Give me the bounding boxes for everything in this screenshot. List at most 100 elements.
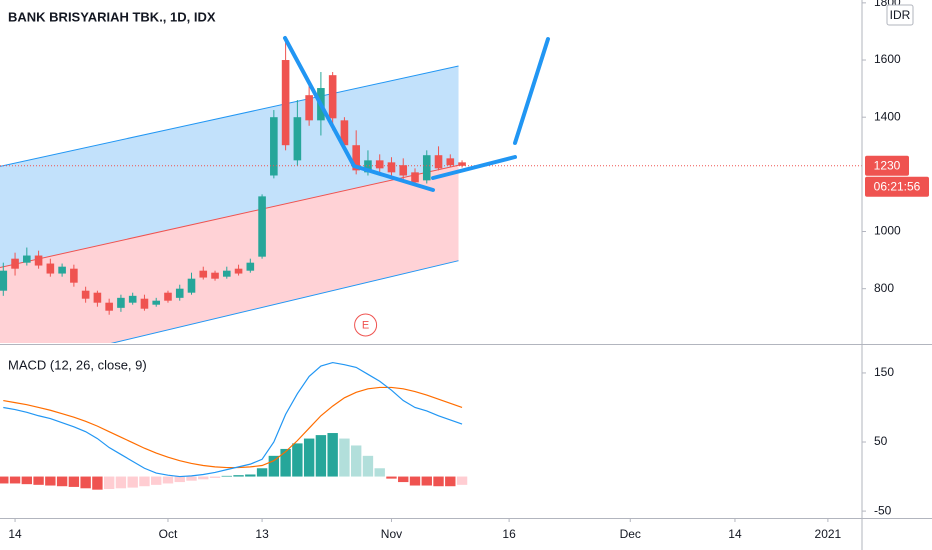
histogram-bar <box>80 476 91 489</box>
macd-line <box>3 361 463 478</box>
currency-box[interactable] <box>886 4 914 26</box>
y-tick-label: 1600 <box>874 52 901 66</box>
candle-body <box>293 117 302 161</box>
x-tick-label: 16 <box>502 527 516 541</box>
candle-body <box>387 162 396 173</box>
histogram-bar <box>339 438 350 477</box>
candle-body <box>187 278 196 293</box>
histogram-bar <box>445 476 456 487</box>
histogram-bar <box>92 476 103 490</box>
candle-body <box>11 258 19 269</box>
event-label[interactable]: E <box>362 319 369 331</box>
candle-body <box>340 120 349 146</box>
countdown-label: 06:21:56 <box>874 179 921 193</box>
candle-body <box>140 298 149 309</box>
histogram-bar <box>151 476 162 485</box>
candle-body <box>364 160 372 173</box>
histogram-bar <box>350 445 362 477</box>
histogram-bar <box>233 475 244 477</box>
candle-body <box>23 255 31 263</box>
candle-body <box>0 270 8 291</box>
drawing-line <box>513 37 550 145</box>
candle-body <box>411 172 419 183</box>
x-tick-label: Nov <box>381 527 402 541</box>
histogram-bar <box>103 476 115 489</box>
x-tick-label: Oct <box>159 527 178 541</box>
histogram-bar <box>127 476 138 488</box>
drawing-line <box>431 155 517 180</box>
histogram-bar <box>33 476 44 485</box>
candle-body <box>34 255 43 266</box>
candle-body <box>164 292 172 301</box>
last-price-label: 1230 <box>874 158 901 172</box>
candle-body <box>446 158 455 166</box>
candle-body <box>281 60 290 146</box>
channel-lower-fill <box>0 165 459 343</box>
histogram-bar <box>386 476 397 479</box>
histogram-bar <box>139 476 150 487</box>
candle-body <box>199 270 208 278</box>
candle-body <box>434 155 443 169</box>
candle-body <box>375 160 384 169</box>
channel-lower-line <box>110 260 459 343</box>
candle-body <box>258 196 266 257</box>
histogram-bar <box>162 476 174 484</box>
histogram-bar <box>315 435 327 477</box>
candle-body <box>458 162 466 166</box>
candle-body <box>46 263 55 274</box>
histogram-bar <box>268 455 280 477</box>
histogram-bar <box>21 476 33 485</box>
candle-body <box>352 145 360 171</box>
candle-body <box>81 290 90 299</box>
candle-body <box>422 155 431 181</box>
histogram-bar <box>433 476 444 487</box>
x-tick-label: 14 <box>8 527 22 541</box>
histogram-bar <box>56 476 68 487</box>
y-tick-label: -50 <box>874 503 892 517</box>
candle-body <box>246 262 255 271</box>
candle-body <box>93 292 102 303</box>
histogram-bar <box>362 455 374 477</box>
price-pane: E <box>0 36 862 343</box>
drawing-line <box>283 36 356 168</box>
y-tick-label: 50 <box>874 434 888 448</box>
histogram-bar <box>198 476 209 480</box>
macd-pane <box>0 361 468 490</box>
channel-upper-line <box>0 65 459 167</box>
chart-title: BANK BRISYARIAH TBK., 1D, IDX <box>8 9 216 24</box>
histogram-bar <box>209 476 221 478</box>
candle-body <box>128 295 137 303</box>
y-tick-label: 800 <box>874 281 894 295</box>
candle-body <box>328 75 337 119</box>
candle-body <box>270 117 278 176</box>
candle-body <box>305 95 313 121</box>
currency-label[interactable]: IDR <box>890 8 911 22</box>
histogram-bar <box>292 443 303 477</box>
histogram-bar <box>186 476 197 481</box>
channel-upper-fill <box>0 66 459 268</box>
histogram-bar <box>68 476 80 487</box>
candle-body <box>58 266 66 274</box>
candle-body <box>117 297 125 308</box>
histogram-bar <box>0 476 9 484</box>
histogram-bar <box>115 476 127 489</box>
histogram-bar <box>221 475 232 477</box>
histogram-bar <box>398 476 409 483</box>
countdown-badge <box>865 176 929 197</box>
user-drawing <box>283 36 550 192</box>
histogram-bar <box>421 476 432 486</box>
y-tick-label: 1800 <box>874 0 901 9</box>
event-marker[interactable] <box>354 313 378 337</box>
histogram-bar <box>9 476 21 484</box>
histogram-bar <box>327 433 338 477</box>
x-tick-label: Dec <box>620 527 641 541</box>
drawing-line <box>352 164 435 192</box>
candle-body <box>234 268 243 274</box>
x-tick-label: 2021 <box>815 527 842 541</box>
x-tick-label: 13 <box>255 527 269 541</box>
histogram-bar <box>256 468 268 477</box>
x-tick-label: 14 <box>728 527 742 541</box>
y-tick-label: 1400 <box>874 109 901 123</box>
